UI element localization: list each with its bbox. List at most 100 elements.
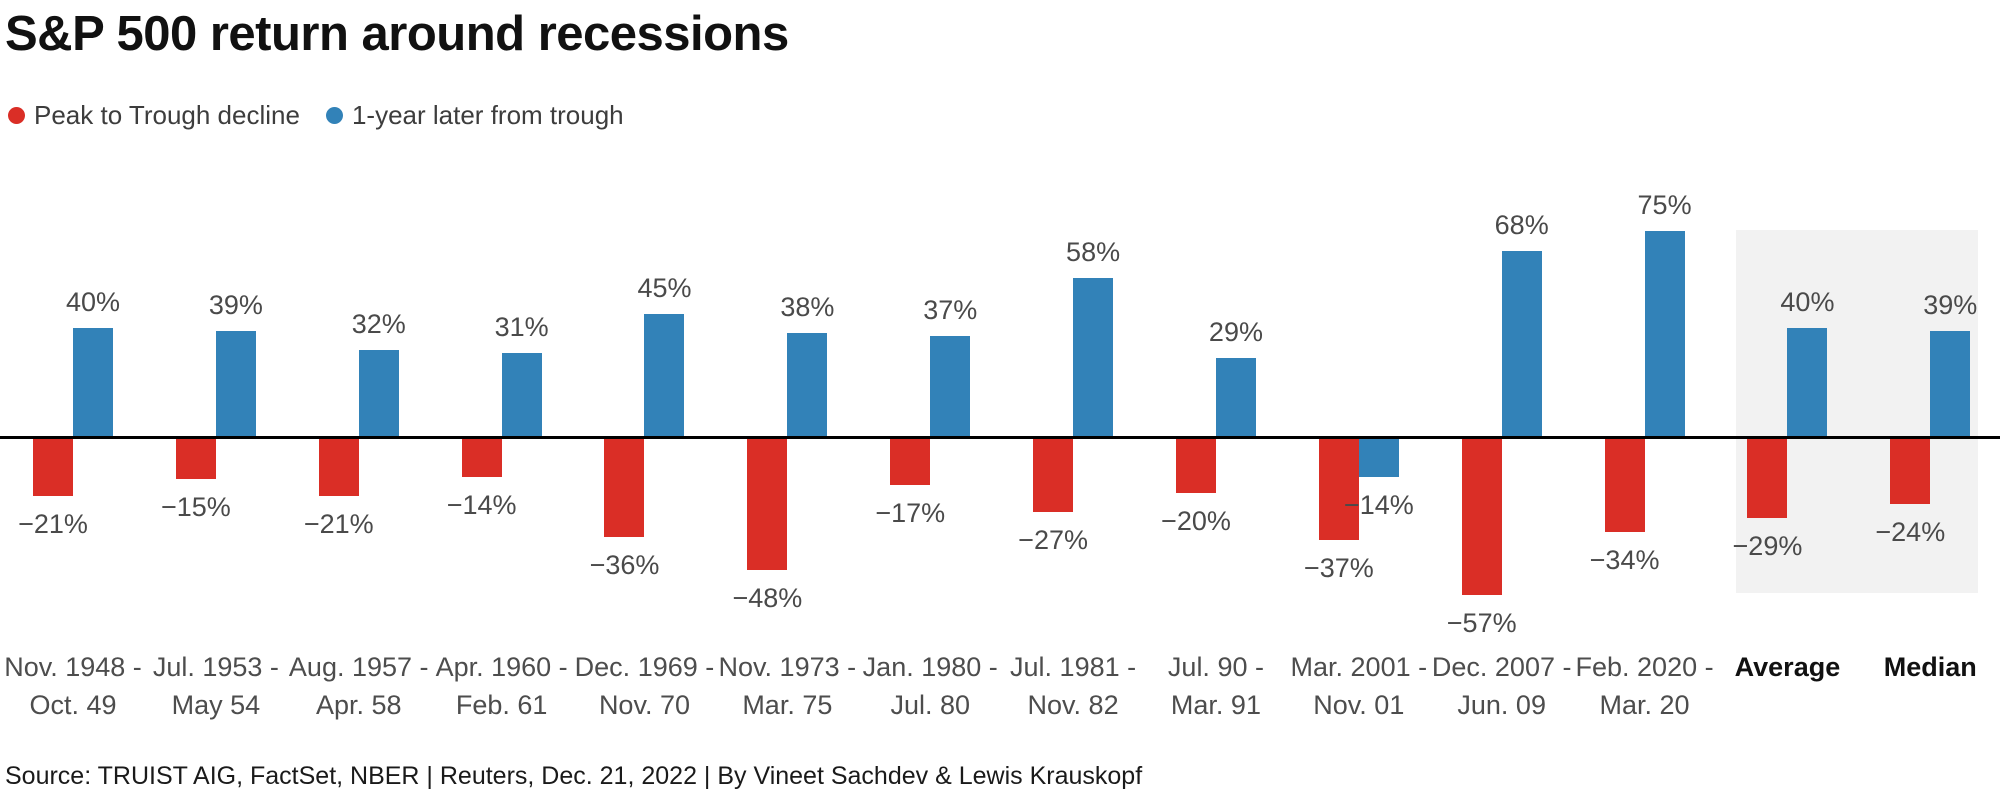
category-label: Aug. 1957 - Apr. 58 [271, 648, 447, 724]
chart-title: S&P 500 return around recessions [5, 7, 789, 61]
value-label-one-year-later: 68% [1494, 209, 1549, 240]
category-label-line: Nov. 1973 - [718, 652, 857, 682]
category-label: Nov. 1948 - Oct. 49 [0, 648, 161, 724]
red-dot-icon [8, 107, 25, 124]
category-label-line: Nov. 82 [1027, 690, 1119, 720]
bar-one-year-later [1644, 231, 1685, 438]
bar-peak-decline [461, 438, 502, 477]
bar-peak-decline [604, 438, 645, 538]
zero-baseline [0, 436, 2000, 439]
bar-one-year-later [787, 333, 828, 438]
value-label-one-year-later: 40% [65, 286, 121, 317]
bar-peak-decline [1318, 438, 1359, 540]
category-label-line: Median [1883, 652, 1977, 682]
bar-peak-decline [890, 438, 931, 485]
bar-peak-decline [747, 438, 788, 571]
value-label-one-year-later: 40% [1780, 286, 1835, 317]
legend: Peak to Trough decline 1-year later from… [8, 100, 624, 131]
category-label-line: Aug. 1957 - [288, 652, 429, 682]
category-label-line: Feb. 61 [455, 690, 548, 720]
value-label-peak-decline: −48% [732, 583, 803, 614]
bar-one-year-later [1501, 250, 1542, 438]
category-label-line: Average [1734, 652, 1841, 682]
bar-peak-decline [318, 438, 359, 496]
value-label-one-year-later: −14% [1343, 489, 1414, 520]
category-label: Jan. 1980 - Jul. 80 [842, 648, 1018, 724]
bar-one-year-later [73, 327, 113, 438]
bar-peak-decline [1890, 438, 1931, 505]
legend-item-peak-decline: Peak to Trough decline [8, 100, 300, 131]
category-label-line: Mar. 75 [742, 690, 833, 720]
bar-one-year-later [1787, 327, 1828, 438]
bar-one-year-later [501, 352, 542, 438]
category-label-line: Mar. 2001 - [1290, 652, 1428, 682]
category-label: Average [1699, 648, 1875, 686]
category-label: Apr. 1960 - Feb. 61 [414, 648, 590, 724]
bar-peak-decline [1175, 438, 1216, 494]
category-label: Median [1842, 648, 2000, 686]
value-label-one-year-later: 38% [780, 292, 835, 323]
value-label-peak-decline: −57% [1446, 607, 1517, 638]
category-label: Mar. 2001 - Nov. 01 [1271, 648, 1447, 724]
bar-peak-decline [1461, 438, 1502, 595]
category-label-line: Dec. 2007 - [1431, 652, 1572, 682]
category-label-line: Apr. 58 [315, 690, 402, 720]
category-label-line: Mar. 91 [1170, 690, 1261, 720]
category-label-line: Nov. 01 [1313, 690, 1405, 720]
bar-one-year-later [930, 336, 971, 438]
bar-one-year-later [1073, 278, 1114, 438]
bar-one-year-later [644, 314, 685, 438]
category-label-line: Jul. 80 [890, 690, 970, 720]
value-label-peak-decline: −17% [875, 497, 946, 528]
legend-item-one-year-later: 1-year later from trough [325, 100, 624, 131]
bar-peak-decline [33, 438, 73, 496]
category-label: Jul. 90 - Mar. 91 [1128, 648, 1304, 724]
bar-one-year-later [1215, 358, 1256, 438]
category-label: Nov. 1973 - Mar. 75 [699, 648, 875, 724]
value-label-peak-decline: −20% [1161, 506, 1231, 537]
bar-one-year-later [1358, 438, 1399, 477]
value-label-peak-decline: −24% [1875, 517, 1946, 548]
value-label-peak-decline: −34% [1589, 544, 1660, 575]
category-label: Feb. 2020 - Mar. 20 [1557, 648, 1733, 724]
value-label-peak-decline: −21% [303, 508, 374, 539]
value-label-peak-decline: −37% [1303, 552, 1374, 583]
value-label-peak-decline: −36% [589, 550, 660, 581]
category-label-line: Jul. 90 - [1167, 652, 1264, 682]
bar-peak-decline [175, 438, 216, 480]
category-label-line: Jun. 09 [1457, 690, 1546, 720]
legend-label-peak-decline: Peak to Trough decline [34, 100, 300, 130]
legend-label-one-year-later: 1-year later from trough [351, 100, 624, 130]
bar-peak-decline [1604, 438, 1645, 532]
category-label-line: Dec. 1969 - [574, 652, 715, 682]
category-label-line: Jul. 1981 - [1010, 652, 1137, 682]
value-label-one-year-later: 32% [351, 308, 406, 339]
value-label-peak-decline: −15% [160, 492, 231, 523]
value-label-one-year-later: 58% [1066, 237, 1121, 268]
bar-one-year-later [215, 330, 256, 438]
bar-one-year-later [358, 349, 399, 438]
bar-one-year-later [1930, 330, 1971, 438]
category-label-line: Oct. 49 [29, 690, 117, 720]
value-label-peak-decline: −21% [18, 508, 88, 539]
blue-dot-icon [325, 107, 343, 124]
bar-peak-decline [1033, 438, 1074, 513]
value-label-peak-decline: −29% [1732, 530, 1803, 561]
value-label-one-year-later: 39% [1923, 289, 1978, 320]
category-label-line: Jul. 1953 - [152, 652, 279, 682]
value-label-one-year-later: 31% [494, 311, 549, 342]
category-label: Dec. 1969 - Nov. 70 [556, 648, 732, 724]
category-label: Jul. 1981 - Nov. 82 [985, 648, 1161, 724]
category-label-line: Apr. 1960 - [435, 652, 568, 682]
category-label-line: Nov. 70 [598, 690, 690, 720]
category-label-line: Nov. 1948 - [4, 652, 142, 682]
category-label-line: May 54 [171, 690, 261, 720]
source-attribution: Source: TRUIST AIG, FactSet, NBER | Reut… [5, 762, 1143, 790]
category-label-line: Feb. 2020 - [1575, 652, 1714, 682]
category-label: Dec. 2007 - Jun. 09 [1414, 648, 1590, 724]
value-label-one-year-later: 75% [1637, 190, 1692, 221]
bar-peak-decline [1747, 438, 1788, 518]
value-label-one-year-later: 39% [208, 289, 263, 320]
value-label-one-year-later: 45% [637, 273, 692, 304]
